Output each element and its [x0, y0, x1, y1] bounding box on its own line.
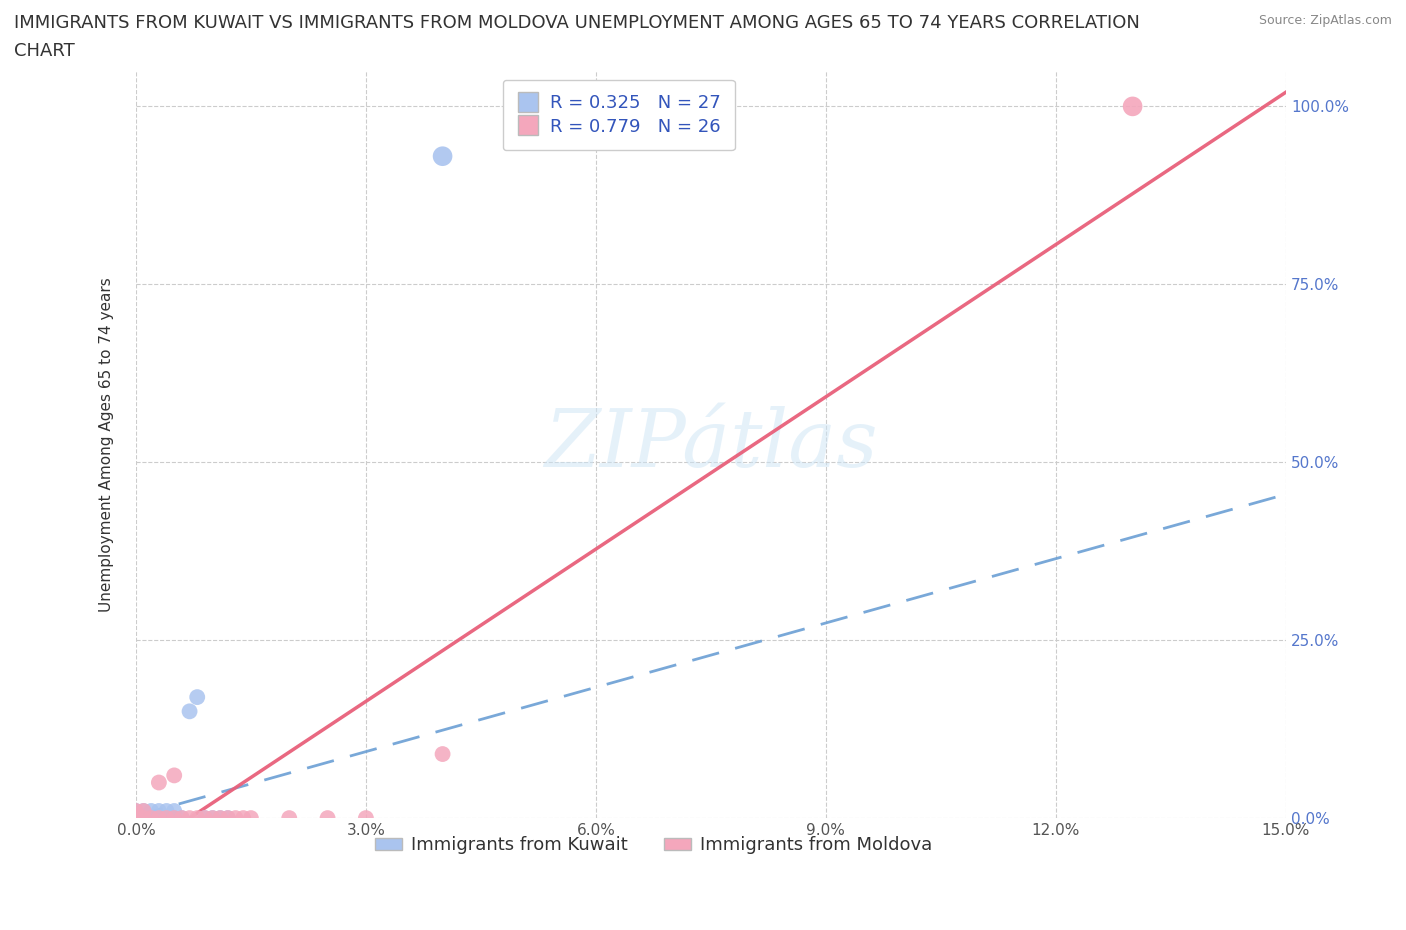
Point [125, 811, 148, 826]
Point [125, 804, 148, 818]
Point [141, 811, 163, 826]
Point [125, 804, 148, 818]
Point [239, 811, 262, 826]
Point [125, 811, 148, 826]
Point [141, 811, 163, 826]
Point [163, 811, 186, 826]
Point [217, 811, 239, 826]
Point [141, 811, 163, 826]
Text: CHART: CHART [14, 42, 75, 60]
Point [194, 811, 217, 826]
Point [316, 811, 339, 826]
Point [232, 811, 254, 826]
Point [1122, 99, 1144, 113]
Point [132, 811, 155, 826]
Point [155, 804, 177, 818]
Point [148, 811, 170, 826]
Point [125, 811, 148, 826]
Point [155, 811, 177, 826]
Point [432, 747, 454, 762]
Point [163, 768, 186, 783]
Point [132, 811, 155, 826]
Text: Source: ZipAtlas.com: Source: ZipAtlas.com [1258, 14, 1392, 27]
Legend: Immigrants from Kuwait, Immigrants from Moldova: Immigrants from Kuwait, Immigrants from … [367, 829, 939, 861]
Point [278, 811, 301, 826]
Y-axis label: Unemployment Among Ages 65 to 74 years: Unemployment Among Ages 65 to 74 years [100, 277, 114, 612]
Point [170, 811, 193, 826]
Point [125, 811, 148, 826]
Point [125, 811, 148, 826]
Point [179, 811, 201, 826]
Point [354, 811, 377, 826]
Point [432, 149, 454, 164]
Point [225, 811, 247, 826]
Point [148, 811, 170, 826]
Point [217, 811, 239, 826]
Point [201, 811, 224, 826]
Point [148, 804, 170, 818]
Point [186, 690, 208, 705]
Point [155, 811, 177, 826]
Point [125, 811, 148, 826]
Point [209, 811, 232, 826]
Point [125, 811, 148, 826]
Point [132, 804, 155, 818]
Text: ZIPátlas: ZIPátlas [544, 405, 877, 484]
Point [201, 811, 224, 826]
Point [132, 804, 155, 818]
Point [179, 704, 201, 719]
Point [125, 811, 148, 826]
Point [170, 811, 193, 826]
Point [148, 775, 170, 790]
Point [186, 811, 208, 826]
Point [163, 804, 186, 818]
Text: IMMIGRANTS FROM KUWAIT VS IMMIGRANTS FROM MOLDOVA UNEMPLOYMENT AMONG AGES 65 TO : IMMIGRANTS FROM KUWAIT VS IMMIGRANTS FRO… [14, 14, 1140, 32]
Point [125, 811, 148, 826]
Point [194, 811, 217, 826]
Point [141, 804, 163, 818]
Point [163, 811, 186, 826]
Point [209, 811, 232, 826]
Point [132, 811, 155, 826]
